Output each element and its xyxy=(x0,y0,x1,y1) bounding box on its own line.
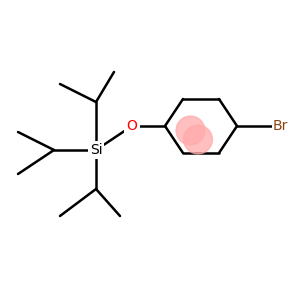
Text: O: O xyxy=(127,119,137,133)
Text: Br: Br xyxy=(273,119,288,133)
Text: Si: Si xyxy=(90,143,102,157)
Circle shape xyxy=(184,125,212,154)
Circle shape xyxy=(176,116,205,145)
